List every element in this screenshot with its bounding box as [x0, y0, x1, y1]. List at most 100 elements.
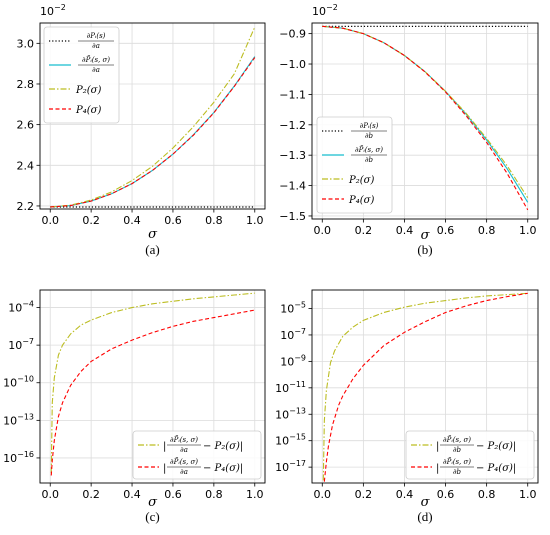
legend-label: P₂(σ)	[75, 85, 101, 96]
series-line	[323, 292, 528, 482]
x-tick-label: 1.0	[246, 488, 264, 501]
y-tick-label: 10−9	[280, 353, 306, 368]
x-tick-label: 0.0	[41, 488, 59, 501]
series-group	[322, 292, 528, 482]
panel-caption: (c)	[145, 509, 159, 524]
x-tick-label: 0.4	[123, 488, 141, 501]
y-tick-label: 10−7	[8, 337, 34, 352]
y-tick-label: 10−4	[8, 300, 34, 315]
x-tick-label: 0.0	[314, 488, 332, 501]
x-tick-label: 0.4	[123, 214, 141, 227]
x-tick-label: 0.6	[437, 488, 455, 501]
y-tick-label: 10−13	[275, 406, 306, 421]
x-axis-label: σ	[148, 495, 158, 510]
legend-label: − P₂(σ)|	[203, 441, 243, 452]
series-group	[50, 292, 255, 476]
y-tick-label: 2.2	[17, 200, 35, 213]
series-line	[322, 25, 529, 211]
legend-label: − P₂(σ)|	[476, 441, 516, 452]
legend-label-denominator: ∂a	[92, 66, 100, 74]
x-tick-label: 0.0	[41, 214, 59, 227]
y-offset-text: 10−2	[312, 3, 338, 18]
series-line	[50, 292, 255, 473]
axes-frame	[39, 22, 266, 210]
panel-c: 0.0 0.2 0.4 0.6 0.8 1.0 10−4 10−7 10−10 10−13 10−1…	[3, 289, 266, 524]
legend-label: − P₄(σ)|	[203, 463, 243, 474]
legend-abs-left: |	[163, 463, 166, 474]
legend-label-numerator: ∂P̃ᵢ(s, σ)	[443, 458, 471, 466]
legend-label-denominator: ∂a	[92, 42, 100, 50]
y-tick-label: 10−5	[280, 301, 306, 316]
x-tick-label: 1.0	[519, 488, 537, 501]
legend-abs-left: |	[163, 441, 166, 452]
legend-label-numerator: ∂P̃ᵢ(s, σ)	[82, 56, 110, 64]
legend-box	[132, 430, 262, 480]
legend-label-denominator: ∂b	[453, 446, 462, 454]
x-tick-label: 1.0	[519, 224, 537, 237]
legend-label-denominator: ∂a	[180, 446, 188, 454]
x-tick-label: 0.2	[355, 224, 373, 237]
legend-label: P₂(σ)	[348, 175, 374, 186]
x-axis-label: σ	[421, 495, 431, 510]
x-tick-label: 0.0	[314, 224, 332, 237]
x-tick-label: 0.2	[82, 488, 100, 501]
legend-box	[316, 116, 393, 214]
y-tick-label: 10−7	[280, 327, 306, 342]
x-tick-label: 0.4	[396, 224, 414, 237]
x-tick-label: 0.6	[164, 214, 182, 227]
legend-label-numerator: ∂P̃ᵢ(s, σ)	[443, 436, 471, 444]
x-tick-label: 0.8	[205, 488, 223, 501]
x-tick-label: 0.8	[478, 224, 496, 237]
y-tick-label: 3.0	[17, 37, 35, 50]
series-line	[322, 292, 528, 481]
y-tick-label: −0.9	[279, 28, 306, 41]
y-tick-label: −1.3	[279, 149, 306, 162]
x-tick-label: 0.2	[82, 214, 100, 227]
y-tick-label: 10−11	[275, 380, 306, 395]
y-tick-label: 10−13	[3, 412, 34, 427]
y-tick-label: 10−16	[3, 450, 34, 465]
legend-label-numerator: ∂Pᵢ(s)	[360, 122, 379, 130]
legend-label-numerator: ∂Pᵢ(s)	[87, 32, 106, 40]
y-tick-label: −1.5	[279, 210, 306, 223]
x-tick-label: 0.8	[478, 488, 496, 501]
axes-frame	[39, 289, 266, 484]
legend-label-denominator: ∂b	[365, 156, 374, 164]
y-tick-label: 2.6	[17, 119, 35, 132]
legend-label: − P₄(σ)|	[476, 463, 516, 474]
y-tick-label: −1.2	[279, 119, 306, 132]
x-tick-label: 0.2	[355, 488, 373, 501]
legend-abs-left: |	[436, 463, 439, 474]
axes-frame	[311, 22, 539, 220]
x-tick-label: 0.6	[437, 224, 455, 237]
y-tick-label: 10−15	[275, 433, 306, 448]
panel-d: 0.0 0.2 0.4 0.6 0.8 1.0 10−5 10−7 10−9 10−11 10−13…	[275, 289, 539, 524]
legend-label-denominator: ∂b	[365, 132, 374, 140]
panel-caption: (a)	[145, 242, 159, 257]
y-tick-label: −1.4	[279, 180, 306, 193]
panel-caption: (d)	[417, 509, 432, 524]
legend-label-numerator: ∂P̃ᵢ(s, σ)	[355, 146, 383, 154]
panel-caption: (b)	[417, 242, 432, 257]
axes-frame	[311, 289, 539, 484]
y-tick-label: 10−10	[3, 375, 34, 390]
x-tick-label: 0.8	[205, 214, 223, 227]
legend-label-denominator: ∂a	[180, 468, 188, 476]
x-tick-label: 1.0	[246, 214, 264, 227]
series-line	[50, 309, 255, 476]
x-tick-label: 0.6	[164, 488, 182, 501]
series-group	[50, 26, 256, 208]
x-axis-label: σ	[421, 228, 431, 243]
y-tick-label: −1.1	[279, 88, 306, 101]
panel-a: 0.0 0.2 0.4 0.6 0.8 1.0 2.2 2.4 2.6 2.8 3.0 10−2 σ(a…	[17, 3, 266, 257]
y-offset-text: 10−2	[40, 3, 66, 18]
legend-label: P₄(σ)	[75, 105, 101, 116]
series-line	[50, 26, 256, 208]
y-tick-label: 10−17	[275, 459, 306, 474]
panel-b: 0.0 0.2 0.4 0.6 0.8 1.0 −0.9 −1.0 −1.1 −1.2 −1.3 −1…	[279, 3, 539, 257]
y-tick-label: −1.0	[279, 58, 306, 71]
legend-label-numerator: ∂P̃ᵢ(s, σ)	[170, 436, 198, 444]
x-tick-label: 0.4	[396, 488, 414, 501]
series-group	[322, 25, 529, 211]
